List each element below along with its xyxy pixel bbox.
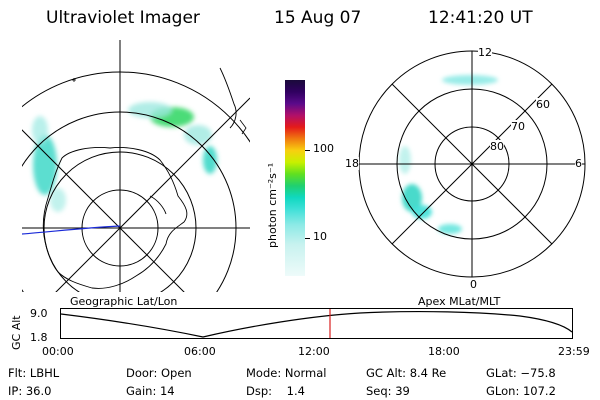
app-title: Ultraviolet Imager [46, 8, 200, 28]
altitude-track-plot [60, 308, 573, 339]
status-geo-latitude: GLat: −75.8 [486, 366, 556, 380]
status-gc-altitude: GC Alt: 8.4 Re [366, 366, 447, 380]
mlt-label-midnight: 0 [470, 278, 477, 291]
mlt-label-dawn: 6 [575, 157, 582, 170]
time-tick-0600: 06:00 [184, 345, 216, 358]
colorbar-unit-label: photon cm⁻²s⁻¹ [266, 162, 279, 248]
altitude-tick-min: 1.8 [30, 331, 48, 344]
altitude-curve [60, 310, 573, 338]
date-label: 15 Aug 07 [274, 8, 362, 28]
mlat-label-60: 60 [536, 98, 550, 111]
status-mode: Mode: Normal [246, 366, 327, 380]
altitude-axis-label: GC Alt [10, 315, 23, 350]
time-tick-1800: 18:00 [428, 345, 460, 358]
status-display: Dsp: 1.4 [246, 384, 305, 398]
time-tick-1200: 12:00 [298, 345, 330, 358]
mlat-label-80: 80 [490, 140, 504, 153]
mlt-label-noon: 12 [478, 46, 492, 59]
left-panel-title: Geographic Lat/Lon [70, 295, 178, 308]
satellite-ground-track [22, 225, 121, 235]
mlat-label-70: 70 [511, 120, 525, 133]
colorbar [285, 80, 305, 276]
aurora-emission-mag [399, 75, 498, 234]
status-ip: IP: 36.0 [8, 384, 52, 398]
status-gain: Gain: 14 [126, 384, 175, 398]
time-tick-2359: 23:59 [558, 345, 590, 358]
colorbar-tick-100: 100 [313, 142, 334, 155]
magnetic-polar-plot [358, 50, 586, 278]
geographic-polar-plot [22, 40, 250, 292]
mlt-label-dusk: 18 [345, 157, 359, 170]
time-tick-0000: 00:00 [42, 345, 74, 358]
colorbar-tick-10: 10 [313, 230, 327, 243]
right-panel-title: Apex MLat/MLT [418, 295, 501, 308]
aurora-emission-geo [32, 102, 217, 212]
status-door: Door: Open [126, 366, 192, 380]
altitude-tick-max: 9.0 [30, 307, 48, 320]
status-sequence: Seq: 39 [366, 384, 410, 398]
time-label: 12:41:20 UT [428, 8, 533, 28]
status-geo-longitude: GLon: 107.2 [486, 384, 556, 398]
status-filter: Flt: LBHL [8, 366, 60, 380]
